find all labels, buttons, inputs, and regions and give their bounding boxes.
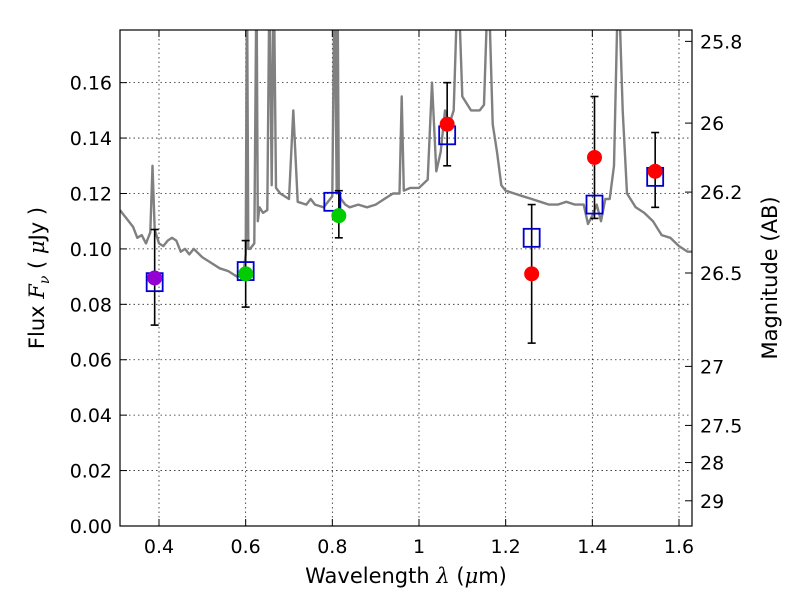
x-tick-label: 1.4	[577, 536, 607, 558]
model-photometry-square	[323, 191, 342, 212]
y-axis-label: Flux Fν ( μJy )	[25, 207, 53, 349]
y-tick-label: 0.16	[70, 73, 112, 95]
observed-photometry-point	[238, 266, 254, 282]
observed-photometry-point	[439, 116, 455, 132]
y2-tick-label: 27	[700, 356, 724, 378]
x-tick-label: 0.4	[144, 536, 174, 558]
y-tick-label: 0.12	[70, 183, 112, 205]
y2-tick-label: 29	[700, 491, 724, 513]
observed-photometry-point	[647, 163, 663, 179]
grid-layer	[120, 30, 692, 527]
y-tick-label: 0.10	[70, 239, 112, 261]
observed-photometry-point	[524, 266, 540, 282]
y-tick-label: 0.08	[70, 294, 112, 316]
marker-layer	[145, 81, 665, 344]
y-tick-label: 0.14	[70, 128, 112, 150]
x-tick-label: 0.6	[231, 536, 261, 558]
x-tick-label: 0.8	[317, 536, 347, 558]
y-tick-label: 0.02	[70, 461, 112, 483]
y2-axis-label: Magnitude (AB)	[758, 196, 782, 359]
plot-area	[120, 30, 692, 278]
y2-tick-label: 26.5	[700, 263, 742, 285]
y2-tick-label: 27.5	[700, 415, 742, 437]
y-tick-label: 0.00	[70, 516, 112, 538]
x-tick-label: 1	[413, 536, 425, 558]
axes-frame	[119, 29, 693, 527]
x-tick-label: 1.6	[664, 536, 694, 558]
observed-photometry-point	[331, 208, 347, 224]
model-photometry-square	[585, 194, 604, 215]
y-tick-label: 0.06	[70, 350, 112, 372]
y-tick-label: 0.04	[70, 405, 112, 427]
y2-tick-label: 25.8	[700, 31, 742, 53]
observed-photometry-point	[147, 270, 163, 286]
y2-tick-label: 28	[700, 453, 724, 475]
spectrum-line	[120, 30, 692, 278]
x-tick-label: 1.2	[491, 536, 521, 558]
observed-photometry-point	[587, 149, 602, 165]
model-photometry-square	[522, 227, 541, 248]
x-axis-label: Wavelength λ (μm)	[305, 564, 507, 588]
tick-layer: 0.4 0.6 0.8 1 1.2 1.4 1.6 0.00 0.02 0.04 0.06 0.08 0…	[70, 30, 742, 558]
y2-tick-label: 26.2	[700, 182, 742, 204]
y2-tick-label: 26	[700, 113, 724, 135]
